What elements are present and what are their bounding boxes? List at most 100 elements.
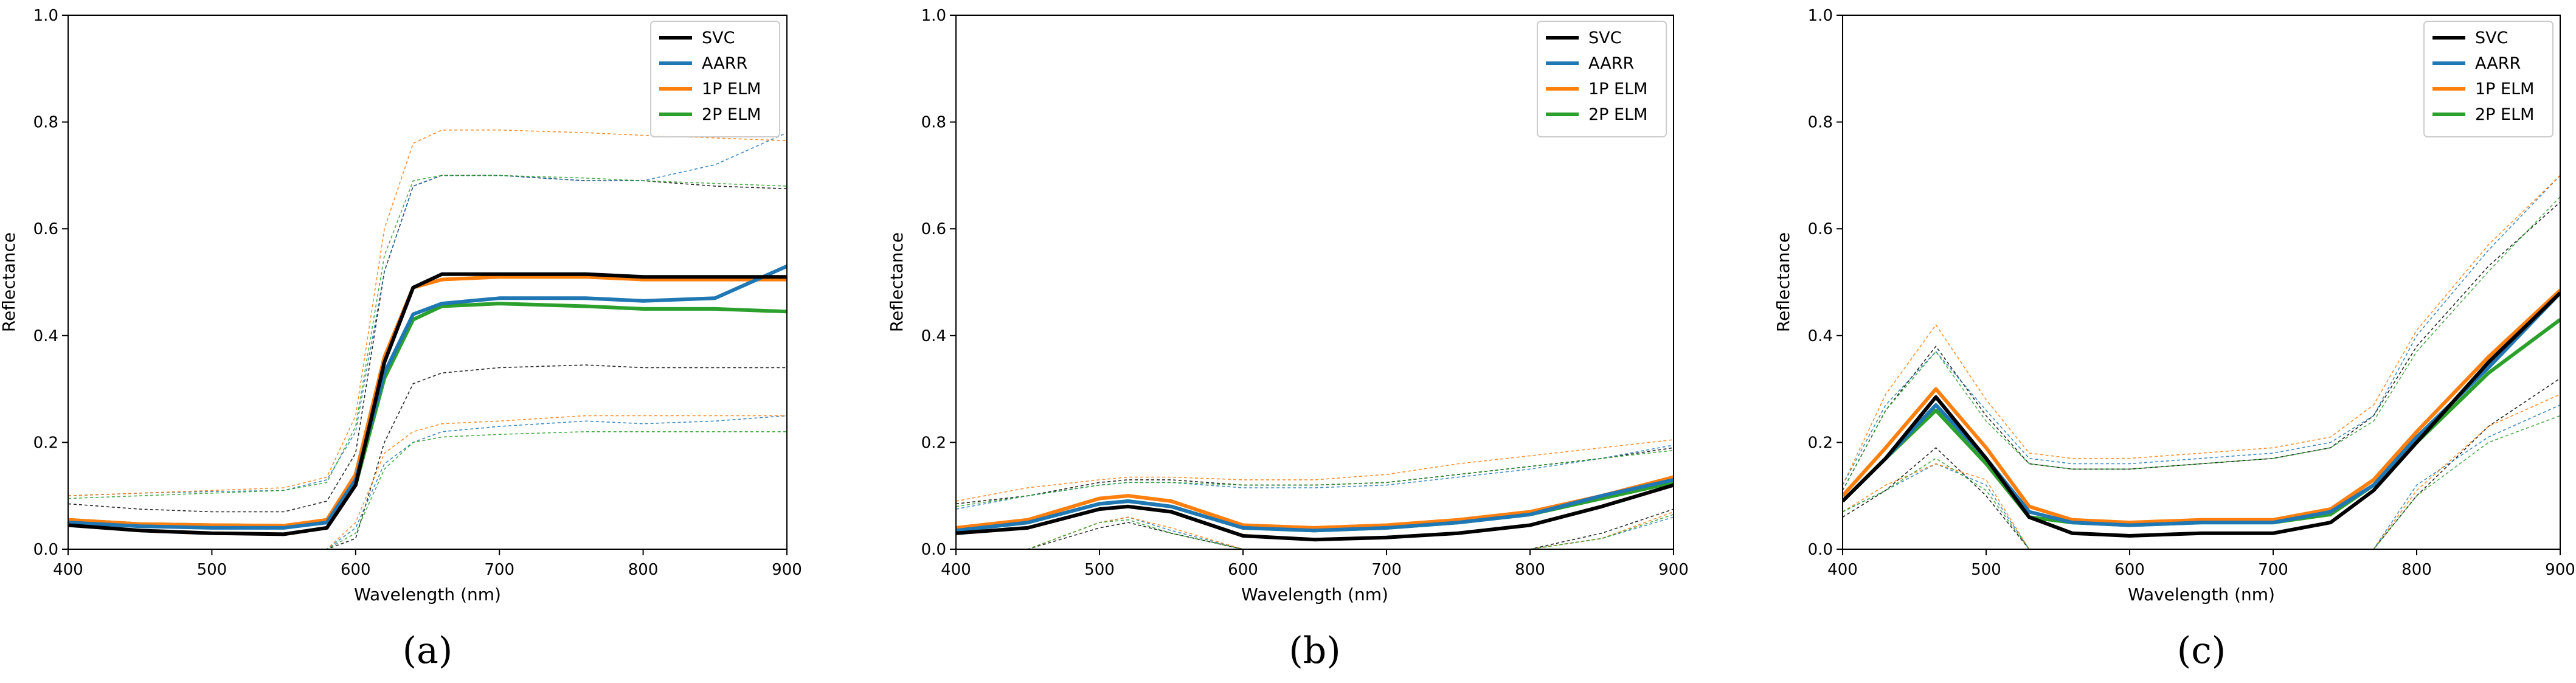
x-tick-label: 900: [2545, 561, 2575, 579]
series-svc-upper-line: [956, 447, 1674, 505]
legend: SVC AARR 1P ELM 2P ELM: [1537, 21, 1667, 137]
series-svc-line: [956, 483, 1674, 542]
series-2p-elm-lower-line: [1843, 415, 2560, 549]
series-svc-lower-line: [68, 364, 787, 549]
x-axis-title: Wavelength (nm): [2128, 584, 2275, 605]
series-svc-line: [68, 272, 787, 536]
x-tick-label: 600: [341, 561, 371, 579]
legend-label-aarr: AARR: [2475, 54, 2521, 73]
series-aarr-line: [1843, 291, 2560, 527]
y-axis-title: Reflectance: [0, 232, 19, 332]
series-group: [956, 439, 1674, 549]
y-tick-label: 0.4: [33, 327, 58, 345]
series-2p-elm-line: [68, 302, 787, 528]
panel-2: 400 500 600 700 800 900 0.0 0.2 0.4 0.6 0.8 1.0 Wave…: [887, 7, 1689, 672]
y-tick-label: 0.6: [1808, 220, 1833, 238]
series-2p-elm-upper-line: [1843, 196, 2560, 491]
panel-1: 400 500 600 700 800 900 0.0 0.2 0.4 0.6 0.8 1.0 Wave…: [0, 7, 802, 672]
x-tick-label: 700: [1371, 561, 1402, 579]
series-1p-elm-line: [1843, 289, 2560, 525]
series-aarr-upper-line: [68, 132, 787, 496]
series-2p-elm-upper-line: [68, 175, 787, 499]
y-tick-label: 0.8: [33, 114, 58, 132]
y-tick-label: 0.8: [921, 114, 946, 132]
x-tick-label: 400: [1827, 561, 1858, 579]
y-tick-label: 0.0: [1808, 541, 1833, 559]
legend-label-2p-elm: 2P ELM: [1588, 105, 1647, 124]
x-axis-title: Wavelength (nm): [1241, 584, 1388, 605]
legend-box: [2423, 21, 2553, 137]
series-group: [1843, 175, 2560, 549]
x-tick-label: 400: [53, 561, 83, 579]
plot-frame: [68, 15, 788, 550]
y-tick-label: 0.2: [921, 434, 946, 452]
y-tick-label: 0.0: [921, 541, 946, 559]
series-aarr-lower-line: [956, 516, 1674, 549]
series-aarr-upper-line: [1843, 175, 2560, 485]
x-tick-label: 500: [1084, 561, 1115, 579]
panel-3: 400 500 600 700 800 900 0.0 0.2 0.4 0.6 0.8 1.0 Wave…: [1773, 7, 2575, 672]
x-tick-label: 900: [1658, 561, 1689, 579]
series-group: [68, 130, 787, 549]
panel-label: (b): [1289, 629, 1340, 672]
series-svc-lower-line: [956, 508, 1674, 549]
series-aarr-upper-line: [956, 445, 1674, 510]
y-tick-label: 0.6: [921, 220, 946, 238]
legend-label-aarr: AARR: [1588, 54, 1634, 73]
x-tick-label: 700: [2258, 561, 2288, 579]
x-tick-label: 500: [1971, 561, 2001, 579]
series-1p-elm-lower-line: [68, 415, 787, 549]
series-svc-line: [1843, 291, 2560, 538]
legend: SVC AARR 1P ELM 2P ELM: [650, 21, 780, 137]
series-2p-elm-upper-line: [956, 449, 1674, 507]
x-tick-label: 700: [484, 561, 514, 579]
x-tick-label: 800: [2401, 561, 2432, 579]
y-tick-label: 1.0: [921, 7, 946, 25]
y-tick-label: 0.8: [1808, 114, 1833, 132]
panel-label: (a): [403, 629, 453, 672]
x-tick-label: 600: [2114, 561, 2145, 579]
y-axis-title: Reflectance: [887, 232, 907, 332]
y-tick-label: 1.0: [33, 7, 58, 25]
x-tick-label: 600: [1228, 561, 1258, 579]
series-svc-upper-line: [1843, 201, 2560, 491]
y-tick-label: 0.4: [1808, 327, 1833, 345]
series-svc-upper-line: [68, 175, 787, 513]
legend-label-svc: SVC: [702, 29, 735, 47]
series-aarr-line: [68, 264, 787, 530]
x-tick-label: 800: [628, 561, 659, 579]
y-tick-label: 0.4: [921, 327, 946, 345]
plot-frame: [955, 15, 1674, 550]
series-1p-elm-line: [956, 475, 1674, 530]
y-tick-label: 0.2: [1808, 434, 1833, 452]
legend-label-1p-elm: 1P ELM: [2475, 80, 2534, 99]
legend-label-2p-elm: 2P ELM: [2475, 105, 2534, 124]
series-aarr-line: [956, 477, 1674, 533]
plot-frame: [1842, 15, 2561, 550]
y-tick-label: 0.2: [33, 434, 58, 452]
legend: SVC AARR 1P ELM 2P ELM: [2423, 21, 2553, 137]
series-1p-elm-upper-line: [68, 130, 787, 496]
x-tick-label: 500: [197, 561, 227, 579]
x-tick-label: 800: [1515, 561, 1545, 579]
series-1p-elm-lower-line: [1843, 394, 2560, 549]
legend-label-1p-elm: 1P ELM: [1588, 80, 1647, 99]
legend-label-svc: SVC: [1588, 29, 1621, 47]
series-1p-elm-upper-line: [956, 439, 1674, 502]
legend-box: [650, 21, 780, 137]
x-tick-label: 400: [941, 561, 971, 579]
legend-label-aarr: AARR: [702, 54, 747, 73]
x-axis-title: Wavelength (nm): [354, 584, 501, 605]
panel-label: (c): [2177, 629, 2226, 672]
y-tick-label: 0.0: [33, 541, 58, 559]
y-tick-label: 0.6: [33, 220, 58, 238]
y-tick-label: 1.0: [1808, 7, 1833, 25]
series-aarr-lower-line: [68, 415, 787, 549]
y-axis-title: Reflectance: [1773, 232, 1793, 332]
legend-label-1p-elm: 1P ELM: [702, 80, 761, 99]
x-tick-label: 900: [772, 561, 802, 579]
series-1p-elm-upper-line: [1843, 175, 2560, 485]
series-svc-lower-line: [1843, 378, 2560, 549]
